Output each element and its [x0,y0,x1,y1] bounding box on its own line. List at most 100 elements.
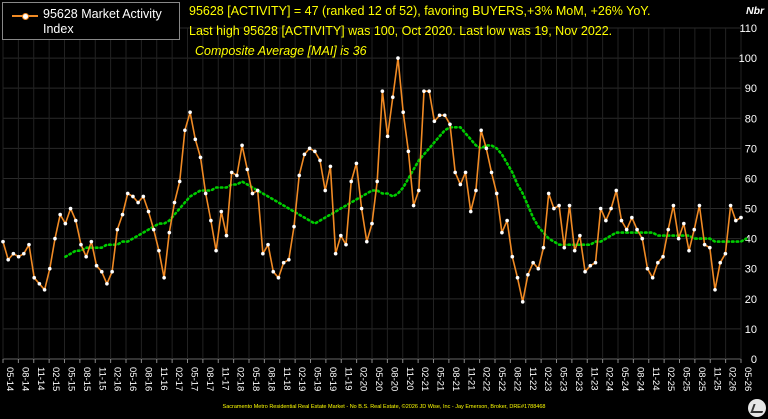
activity-point [593,260,598,265]
activity-point [692,227,697,232]
x-tick-label: 02-23 [542,367,553,391]
chart-legend: 95628 Market Activity Index [2,2,180,40]
activity-point [604,218,608,223]
activity-point [286,257,291,262]
activity-point [422,89,426,94]
activity-point [578,233,582,238]
activity-point [27,242,31,247]
activity-point [588,263,593,268]
activity-point [739,215,743,220]
activity-point [318,158,322,163]
activity-point [255,188,260,193]
activity-point [396,56,400,60]
activity-point [437,113,442,118]
x-tick-label: 02-17 [173,367,184,391]
activity-point [526,272,530,277]
activity-point [406,149,411,154]
activity-point [68,206,73,211]
activity-point [219,209,224,214]
activity-point [385,134,390,139]
x-tick-label: 02-20 [358,367,369,391]
activity-point [463,170,468,175]
activity-point [474,188,478,193]
x-tick-label: 02-19 [296,367,307,391]
x-tick-label: 11-24 [650,367,661,391]
activity-point [193,137,198,142]
x-tick-label: 05-22 [496,367,507,391]
x-tick-label: 05-25 [681,367,692,391]
x-tick-label: 05-18 [250,367,261,391]
activity-point [702,242,707,247]
activity-point [73,218,78,223]
activity-point [58,212,63,217]
x-tick-label: 05-24 [619,367,630,391]
activity-point [271,269,276,274]
activity-point [676,236,681,241]
y-tick-label: 10 [745,324,757,336]
activity-point [37,281,42,286]
activity-point [1,239,5,244]
activity-point [401,110,406,115]
x-tick-label: 08-21 [450,367,461,391]
activity-point [713,287,717,292]
activity-point [338,233,343,238]
activity-point [333,251,338,256]
activity-point [11,251,16,256]
activity-point [552,206,556,211]
activity-point [94,263,99,268]
activity-point [115,227,120,232]
activity-point [32,275,37,280]
activity-point [136,200,140,205]
activity-point [354,161,359,166]
x-tick-label: 08-20 [388,367,399,391]
activity-point [733,218,738,223]
activity-point [312,149,317,154]
x-tick-label: 08-22 [511,367,522,391]
activity-point [359,206,364,211]
x-tick-label: 02-24 [604,367,615,391]
activity-point [505,218,509,223]
activity-point [250,191,255,196]
headline-high-low: Last high 95628 [ACTIVITY] was 100, Oct … [189,24,613,38]
activity-point [167,230,172,235]
activity-point [157,248,161,253]
activity-point [718,260,723,265]
x-tick-label: 05-21 [435,367,446,391]
activity-point [47,266,52,271]
activity-point [297,173,302,178]
x-tick-label: 02-16 [112,367,123,391]
activity-point [697,203,702,208]
x-tick-label: 08-16 [142,367,153,391]
activity-point [630,215,634,220]
x-tick-label: 02-15 [50,367,61,391]
activity-point [183,128,187,133]
activity-point [240,143,244,148]
activity-point [536,266,541,271]
activity-point [162,275,166,280]
activity-point [198,155,203,160]
activity-point [614,188,619,193]
activity-point [479,128,483,133]
average-line [64,126,748,258]
activity-point [42,287,47,292]
activity-point [209,218,213,223]
activity-point [453,170,458,175]
activity-point [307,146,312,151]
activity-point [261,251,265,256]
x-tick-label: 02-25 [665,367,676,391]
activity-point [84,254,89,259]
activity-point [79,242,83,247]
legend-dot-swatch [22,13,29,20]
y-tick-label: 0 [751,354,757,366]
activity-point [375,179,380,184]
activity-point [99,269,104,274]
activity-point [484,146,489,151]
x-tick-label: 05-15 [66,367,77,391]
activity-point [141,194,146,199]
activity-point [681,221,686,226]
activity-point [624,227,629,232]
activity-point [6,257,11,262]
y-tick-label: 90 [745,83,757,95]
y-tick-label: 50 [745,204,757,216]
